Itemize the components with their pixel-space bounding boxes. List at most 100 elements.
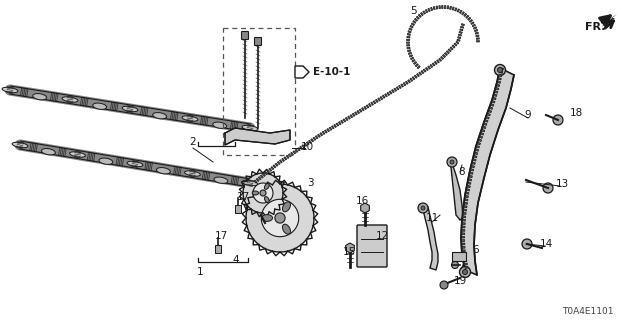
- Bar: [459, 31, 462, 34]
- Bar: [320, 133, 323, 136]
- Bar: [419, 72, 422, 75]
- Bar: [476, 35, 479, 37]
- Bar: [462, 219, 465, 221]
- Bar: [254, 180, 257, 183]
- Bar: [490, 104, 494, 106]
- Bar: [476, 146, 479, 148]
- Bar: [452, 7, 454, 10]
- Bar: [454, 8, 457, 11]
- Text: 6: 6: [473, 245, 479, 255]
- Bar: [471, 22, 474, 25]
- Circle shape: [495, 65, 506, 76]
- Bar: [421, 70, 424, 74]
- Bar: [431, 7, 433, 11]
- Bar: [432, 63, 435, 66]
- Bar: [401, 84, 404, 87]
- Bar: [461, 12, 465, 15]
- Text: FR.: FR.: [585, 22, 605, 32]
- Bar: [462, 250, 465, 252]
- Bar: [472, 162, 476, 164]
- Bar: [436, 60, 440, 63]
- Bar: [289, 154, 291, 157]
- Bar: [447, 6, 449, 9]
- Bar: [500, 68, 504, 70]
- Text: T0A4E1101: T0A4E1101: [563, 308, 614, 316]
- Bar: [271, 166, 274, 170]
- Text: 11: 11: [426, 213, 438, 223]
- Bar: [481, 132, 484, 135]
- Bar: [352, 113, 355, 116]
- Circle shape: [463, 269, 467, 275]
- Bar: [471, 165, 474, 168]
- Bar: [408, 80, 410, 83]
- Text: 15: 15: [342, 247, 356, 257]
- Bar: [362, 108, 364, 111]
- Ellipse shape: [184, 171, 200, 176]
- Bar: [465, 202, 467, 204]
- Bar: [327, 128, 330, 132]
- Ellipse shape: [153, 113, 166, 119]
- Bar: [413, 61, 417, 65]
- Bar: [409, 55, 413, 57]
- Bar: [423, 69, 426, 72]
- Bar: [371, 102, 374, 105]
- Bar: [499, 74, 502, 76]
- Bar: [498, 78, 501, 80]
- Bar: [408, 50, 411, 52]
- Bar: [438, 58, 442, 61]
- Bar: [474, 29, 477, 32]
- Text: 13: 13: [556, 179, 568, 189]
- Bar: [406, 42, 410, 43]
- Bar: [468, 17, 471, 20]
- Ellipse shape: [242, 125, 258, 131]
- Bar: [493, 94, 497, 96]
- Text: 17: 17: [214, 231, 228, 241]
- Bar: [275, 163, 278, 166]
- Text: 10: 10: [300, 142, 314, 152]
- Ellipse shape: [264, 183, 269, 189]
- Bar: [408, 52, 412, 54]
- Bar: [425, 10, 428, 13]
- Text: 2: 2: [189, 137, 196, 147]
- Bar: [452, 252, 466, 261]
- Bar: [468, 179, 472, 181]
- Circle shape: [451, 261, 458, 268]
- Bar: [308, 140, 312, 143]
- Bar: [357, 110, 360, 114]
- Bar: [380, 96, 383, 100]
- Bar: [329, 127, 332, 130]
- Text: 8: 8: [459, 167, 465, 177]
- Bar: [464, 13, 467, 17]
- Bar: [487, 113, 490, 116]
- Bar: [273, 165, 276, 168]
- Bar: [417, 74, 419, 77]
- Polygon shape: [450, 158, 463, 220]
- Bar: [469, 175, 472, 178]
- Bar: [304, 143, 307, 147]
- Bar: [282, 158, 285, 162]
- Bar: [460, 29, 463, 31]
- Bar: [382, 95, 385, 98]
- Bar: [359, 109, 362, 112]
- Bar: [481, 129, 485, 132]
- Bar: [343, 119, 346, 122]
- Bar: [470, 172, 473, 174]
- Bar: [476, 149, 479, 151]
- Bar: [346, 117, 348, 121]
- Bar: [454, 43, 457, 46]
- Bar: [412, 76, 415, 80]
- Bar: [387, 92, 390, 96]
- Bar: [376, 99, 378, 102]
- Bar: [435, 61, 437, 65]
- Ellipse shape: [122, 106, 138, 112]
- Bar: [419, 14, 421, 17]
- Bar: [460, 10, 462, 13]
- Text: 1: 1: [196, 267, 204, 277]
- Bar: [474, 27, 477, 29]
- Polygon shape: [225, 128, 290, 145]
- Bar: [324, 130, 327, 133]
- Bar: [465, 199, 468, 201]
- Bar: [461, 24, 465, 26]
- Text: 3: 3: [307, 178, 314, 188]
- Bar: [364, 106, 367, 109]
